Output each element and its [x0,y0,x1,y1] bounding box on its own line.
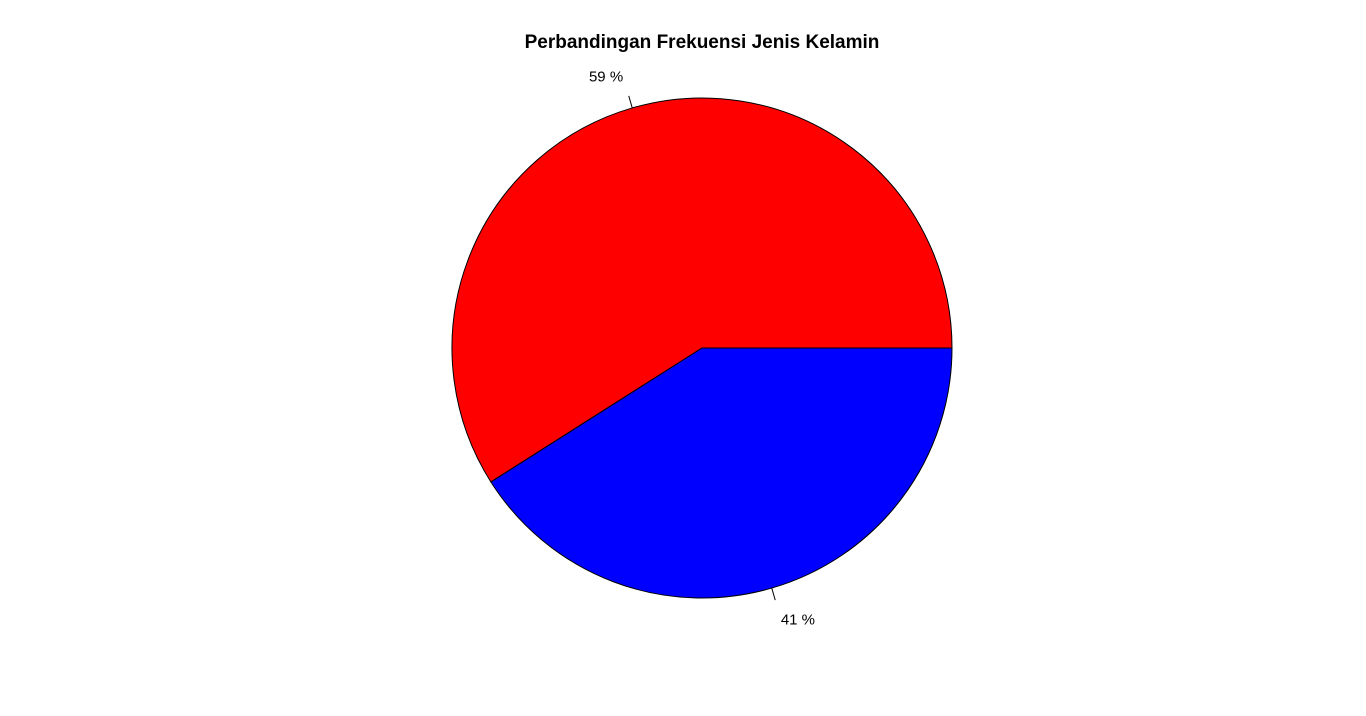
pie-label-tick-1 [771,587,776,601]
pie-labels: 59 % 41 % [589,69,815,629]
pie-slice-label-1: 41 % [781,611,815,628]
chart-title: Perbandingan Frekuensi Jenis Kelamin [525,32,880,53]
pie-slice-0 [451,97,953,483]
pie-label-tick-0 [628,95,633,109]
pie-slices [451,97,953,599]
pie-slice-label-0: 59 % [589,69,623,86]
pie-slice-1 [490,347,953,599]
